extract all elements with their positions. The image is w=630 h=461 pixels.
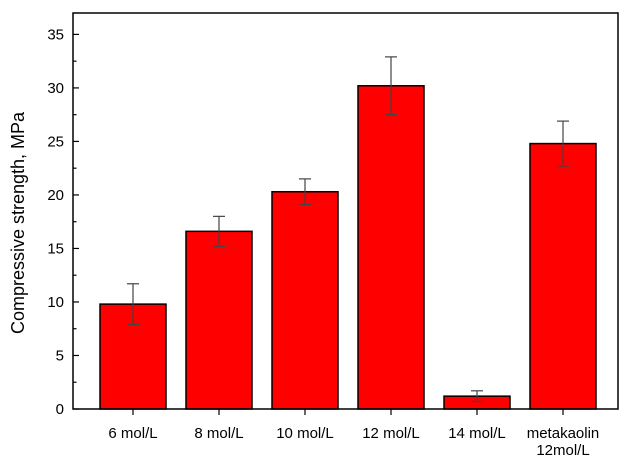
error-bar-0 xyxy=(127,283,139,326)
x-tick-label: 8 mol/L xyxy=(194,425,243,442)
error-bar-2 xyxy=(299,178,311,206)
error-bar-5 xyxy=(557,120,569,167)
y-tick-label: 15 xyxy=(47,240,64,257)
y-tick-label: 35 xyxy=(47,26,64,43)
x-tick-label: metakaolin 12mol/L xyxy=(527,425,600,459)
x-tick-label: 12 mol/L xyxy=(362,425,420,442)
bar-1 xyxy=(185,230,253,410)
y-tick-label: 10 xyxy=(47,294,64,311)
error-bar-3 xyxy=(385,56,397,116)
x-tick-label: 14 mol/L xyxy=(448,425,506,442)
error-bars-layer xyxy=(127,56,569,403)
y-tick-label: 20 xyxy=(47,187,64,204)
x-tick-label: 6 mol/L xyxy=(108,425,157,442)
x-axis: 6 mol/L 8 mol/L 10 mol/L 12 mol/L 14 mol/L me… xyxy=(108,409,599,459)
bar-3 xyxy=(357,85,425,410)
bars-layer xyxy=(99,85,597,410)
plot-frame xyxy=(72,12,619,410)
y-axis-title: Compressive strength, MPa xyxy=(8,111,28,334)
bar-5 xyxy=(529,142,597,410)
y-tick-label: 30 xyxy=(47,80,64,97)
y-tick-label: 5 xyxy=(56,347,64,364)
y-axis: 0 5 10 15 20 25 30 35 xyxy=(47,26,79,418)
x-tick-label: 10 mol/L xyxy=(276,425,334,442)
error-bar-1 xyxy=(213,215,225,247)
error-bar-4 xyxy=(471,390,483,403)
bar-2 xyxy=(271,190,339,410)
y-tick-label: 0 xyxy=(56,401,64,418)
y-tick-label: 25 xyxy=(47,133,64,150)
